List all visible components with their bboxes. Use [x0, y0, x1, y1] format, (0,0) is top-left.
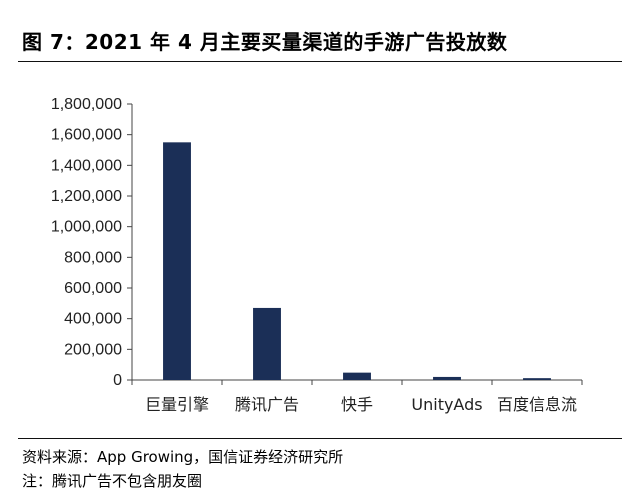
title-divider: [18, 61, 622, 62]
y-tick-label: 1,200,000: [51, 188, 122, 205]
y-tick-label: 1,600,000: [51, 127, 122, 144]
bars: [163, 142, 551, 380]
x-category-label: 快手: [341, 395, 373, 414]
bar: [523, 378, 551, 380]
x-category-label: 腾讯广告: [235, 395, 299, 414]
x-category-label: 巨量引擎: [145, 395, 209, 414]
y-tick-label: 600,000: [64, 280, 122, 297]
footnote: 注：腾讯广告不包含朋友圈: [22, 472, 203, 490]
y-tick-label: 1,800,000: [51, 96, 122, 113]
y-tick-label: 1,400,000: [51, 157, 122, 174]
source-note: 资料来源：App Growing，国信证券经济研究所: [22, 448, 344, 466]
bar: [433, 376, 461, 380]
y-tick-label: 1,000,000: [51, 219, 122, 236]
x-axis: 巨量引擎 腾讯广告 快手 UnityAds 百度信息流: [131, 379, 583, 414]
y-tick-label: 200,000: [64, 341, 122, 358]
footer-divider: [18, 438, 622, 439]
bar-chart: 0 200,000 400,000 600,000 800,000 1,000,000 1,…: [51, 96, 583, 414]
bar: [253, 307, 281, 380]
y-axis: 0 200,000 400,000 600,000 800,000 1,000,000 1,…: [51, 96, 133, 389]
figure-title: 图 7：2021 年 4 月主要买量渠道的手游广告投放数: [22, 30, 508, 54]
bar: [343, 372, 371, 380]
y-tick-label: 800,000: [64, 249, 122, 266]
x-category-label: 百度信息流: [497, 395, 577, 414]
bar: [163, 142, 191, 380]
x-category-label: UnityAds: [411, 395, 482, 414]
y-tick-label: 0: [113, 372, 122, 389]
y-tick-label: 400,000: [64, 311, 122, 328]
